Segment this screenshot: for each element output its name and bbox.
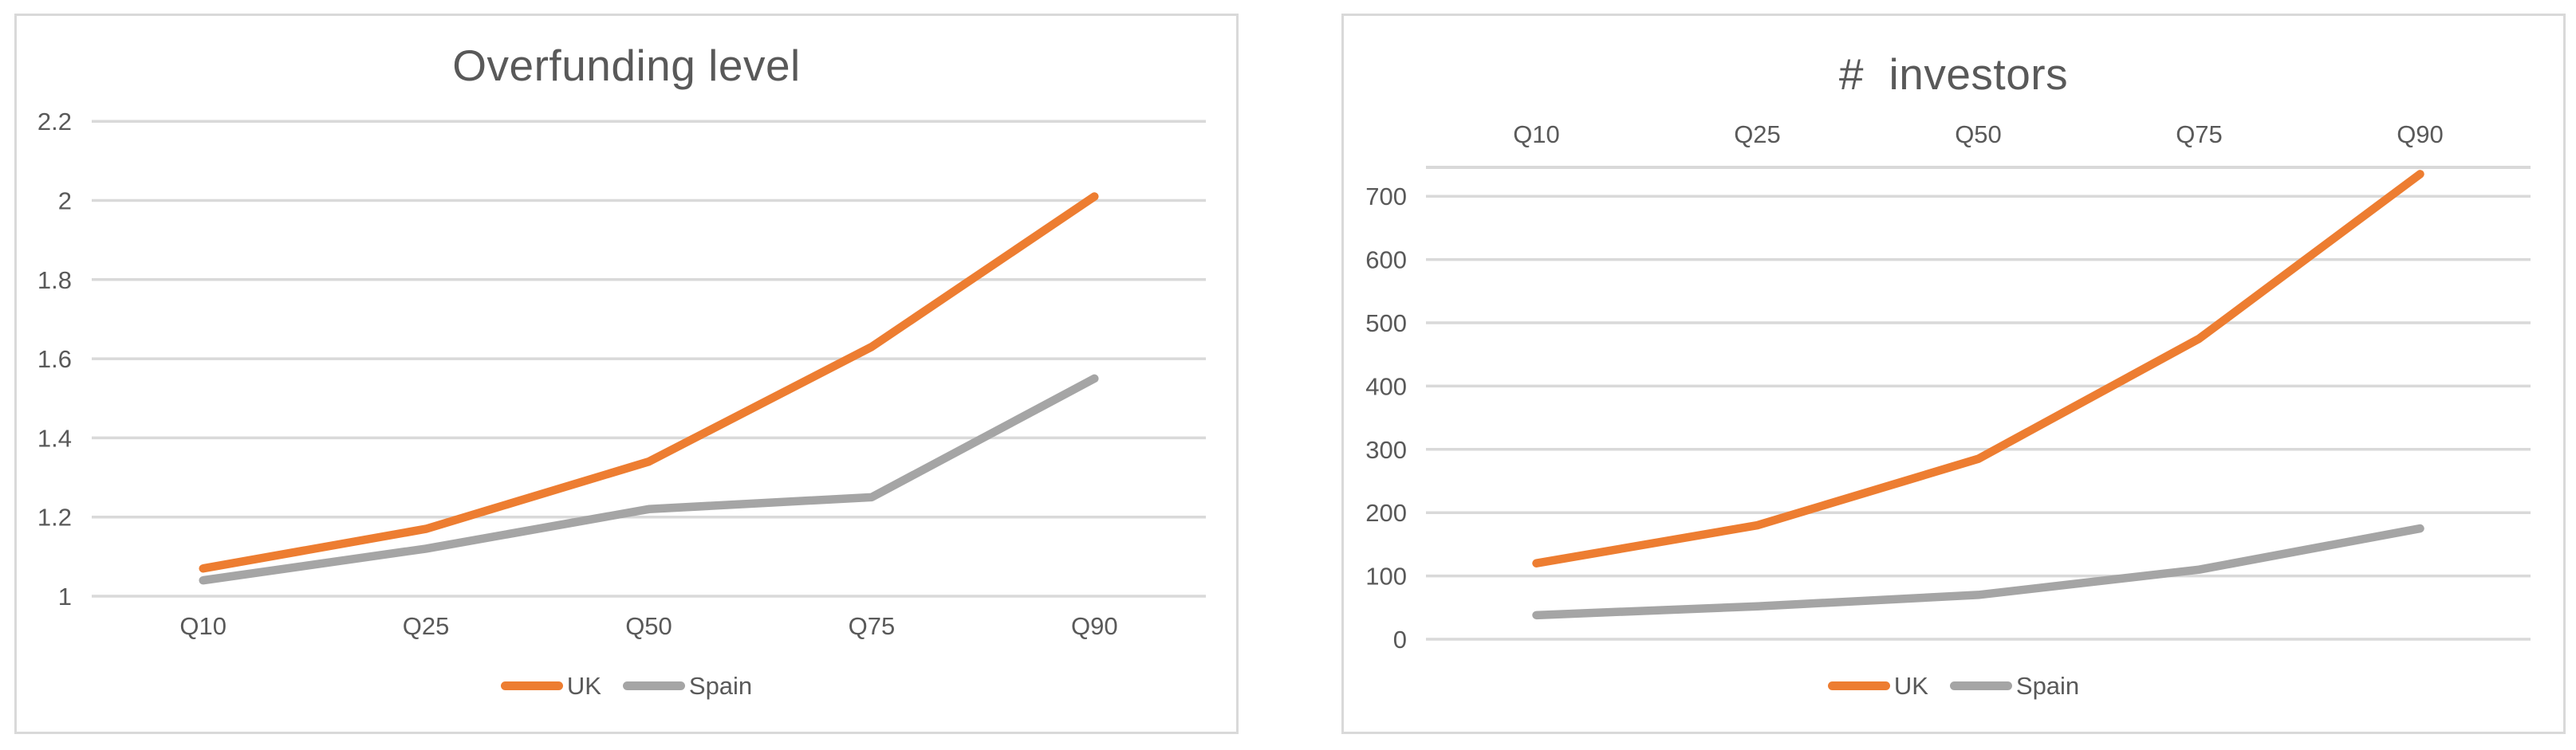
x-axis-category-label: Q25 — [1734, 120, 1781, 148]
chart-title: Overfunding level — [452, 41, 801, 90]
legend-label-spain: Spain — [688, 671, 753, 700]
spain-legend-line-marker — [622, 681, 685, 690]
x-axis-category-label: Q75 — [849, 612, 896, 640]
chart-title: # investors — [1838, 49, 2069, 99]
uk-legend-line-marker — [1827, 681, 1890, 690]
y-axis-tick-labels: 1 1.2 1.4 1.6 1.8 2 2.2 — [37, 108, 72, 611]
legend: UK Spain — [17, 668, 1236, 703]
y-axis-tick-label: 1 — [58, 583, 72, 611]
y-axis-tick-labels: 0 100 200 300 400 500 600 700 — [1365, 183, 1407, 654]
y-axis-tick-label: 100 — [1365, 563, 1407, 591]
x-axis-category-label: Q50 — [625, 612, 672, 640]
y-axis-tick-label: 400 — [1365, 372, 1407, 400]
legend-item-uk: UK — [500, 671, 601, 700]
y-axis-tick-label: 1.8 — [37, 266, 72, 294]
y-axis-tick-label: 1.4 — [37, 424, 72, 452]
legend: UK Spain — [1344, 668, 2563, 703]
y-axis-tick-label: 700 — [1365, 183, 1407, 210]
overfunding-level-plot-area: 1 1.2 1.4 1.6 1.8 2 2.2 Q10 Q25 Q50 Q75 Q90 — [37, 108, 1206, 640]
x-axis-category-label: Q90 — [2397, 120, 2444, 148]
legend-label-uk: UK — [1893, 671, 1928, 700]
gridlines — [92, 120, 1206, 598]
x-axis-category-label: Q25 — [403, 612, 450, 640]
num-investors-plot-area: 0 100 200 300 400 500 600 700 Q10 Q25 Q50 Q75 Q90 — [1365, 120, 2531, 654]
uk-series-line — [199, 192, 1099, 573]
uk-series-line — [1532, 170, 2424, 567]
legend-item-uk: UK — [1827, 671, 1928, 700]
y-axis-tick-label: 200 — [1365, 499, 1407, 527]
y-axis-tick-label: 0 — [1393, 626, 1407, 654]
x-axis-category-label: Q50 — [1955, 120, 2002, 148]
spain-series-line — [1532, 524, 2424, 620]
x-axis-category-label: Q75 — [2176, 120, 2223, 148]
num-investors-chart: # investors 0 100 200 300 400 500 600 700 Q10 Q25… — [1341, 14, 2566, 734]
legend-item-spain: Spain — [622, 671, 753, 700]
legend-label-uk: UK — [566, 671, 601, 700]
spain-series-line — [199, 374, 1099, 585]
spain-legend-line-marker — [1949, 681, 2012, 690]
y-axis-tick-label: 2.2 — [37, 108, 72, 135]
legend-item-spain: Spain — [1949, 671, 2080, 700]
uk-legend-line-marker — [500, 681, 563, 690]
x-axis-category-label: Q10 — [1513, 120, 1560, 148]
x-axis-category-labels: Q10 Q25 Q50 Q75 Q90 — [179, 612, 1117, 640]
y-axis-tick-label: 2 — [58, 187, 72, 215]
y-axis-tick-label: 600 — [1365, 246, 1407, 274]
legend-label-spain: Spain — [2015, 671, 2080, 700]
y-axis-tick-label: 1.2 — [37, 504, 72, 532]
x-axis-category-labels: Q10 Q25 Q50 Q75 Q90 — [1513, 120, 2444, 148]
y-axis-tick-label: 500 — [1365, 309, 1407, 337]
overfunding-level-chart: Overfunding level 1 1.2 1.4 1.6 1.8 2 2.2 Q10 Q2… — [14, 14, 1239, 734]
gridlines — [1426, 166, 2531, 641]
y-axis-tick-label: 1.6 — [37, 345, 72, 373]
x-axis-category-label: Q10 — [179, 612, 226, 640]
y-axis-tick-label: 300 — [1365, 436, 1407, 464]
x-axis-category-label: Q90 — [1071, 612, 1118, 640]
